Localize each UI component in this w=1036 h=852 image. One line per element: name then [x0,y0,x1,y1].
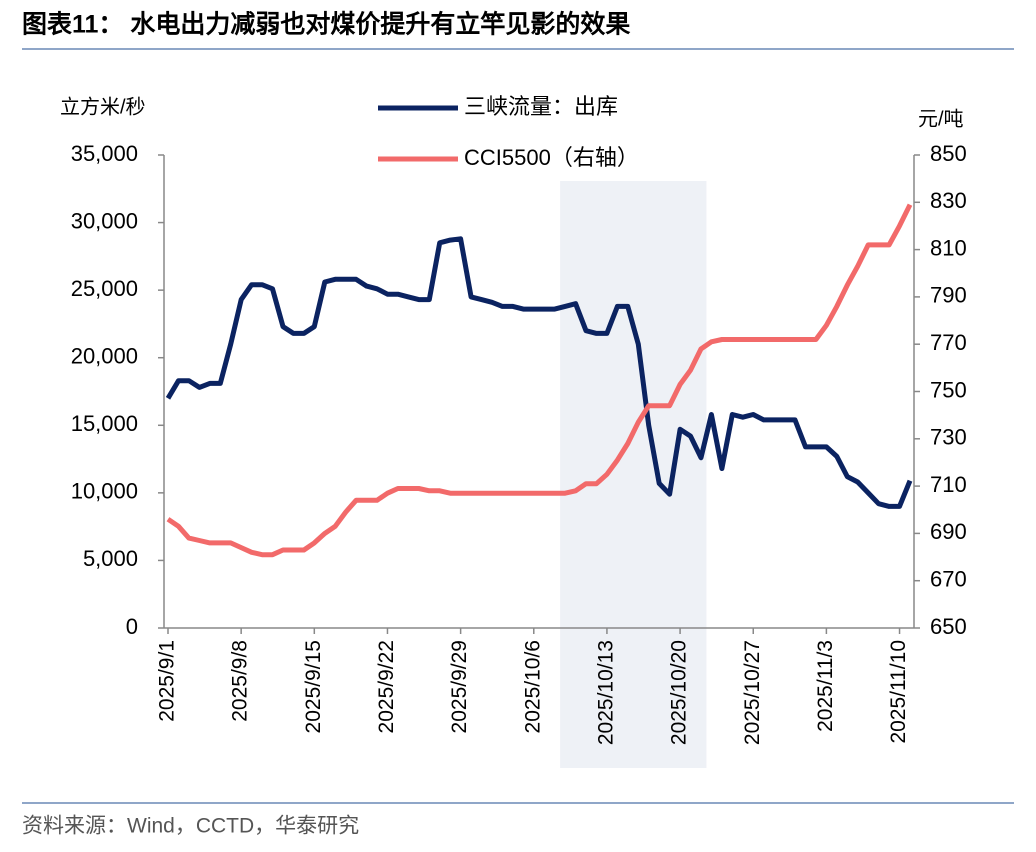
y-tick-label: 10,000 [71,479,138,504]
highlight-band [560,181,707,768]
x-tick-label: 2025/9/8 [229,640,252,722]
y2-tick-label: 790 [930,283,967,308]
y-tick-label: 5,000 [83,546,138,571]
legend-label: CCI5500（右轴） [464,145,639,170]
y-tick-label: 20,000 [71,344,138,369]
x-tick-label: 2025/11/3 [814,640,837,732]
legend-label: 三峡流量：出库 [464,94,618,119]
y2-tick-label: 690 [930,519,967,544]
y2-axis-label: 元/吨 [918,107,964,130]
y-tick-label: 25,000 [71,276,138,301]
x-tick-label: 2025/10/13 [594,640,617,745]
y-tick-label: 0 [126,614,138,639]
y2-tick-label: 850 [930,141,967,166]
series-line [165,236,913,509]
x-tick-label: 2025/9/22 [375,640,398,733]
y2-tick-label: 650 [930,614,967,639]
y2-tick-label: 830 [930,188,967,213]
x-tick-label: 2025/9/1 [156,640,179,722]
y2-tick-label: 750 [930,377,967,402]
x-tick-label: 2025/9/29 [448,640,471,733]
y-tick-label: 15,000 [71,411,138,436]
series-line [166,203,913,558]
x-tick-label: 2025/11/10 [887,640,910,744]
y-tick-label: 30,000 [71,208,138,233]
x-tick-label: 2025/10/6 [521,640,544,733]
y2-tick-label: 770 [930,330,967,355]
y2-tick-label: 670 [930,567,967,592]
y2-tick-label: 810 [930,235,967,260]
x-tick-label: 2025/10/20 [668,640,691,745]
y2-tick-label: 730 [930,425,967,450]
chart-title: 图表11： 水电出力减弱也对煤价提升有立竿见影的效果 [22,10,630,39]
y-axis-label: 立方米/秒 [60,95,146,118]
x-tick-label: 2025/9/15 [302,640,325,733]
y2-tick-label: 710 [930,472,967,497]
y-tick-label: 35,000 [71,141,138,166]
source: 资料来源：Wind，CCTD，华泰研究 [22,815,359,838]
x-tick-label: 2025/10/27 [741,640,764,745]
